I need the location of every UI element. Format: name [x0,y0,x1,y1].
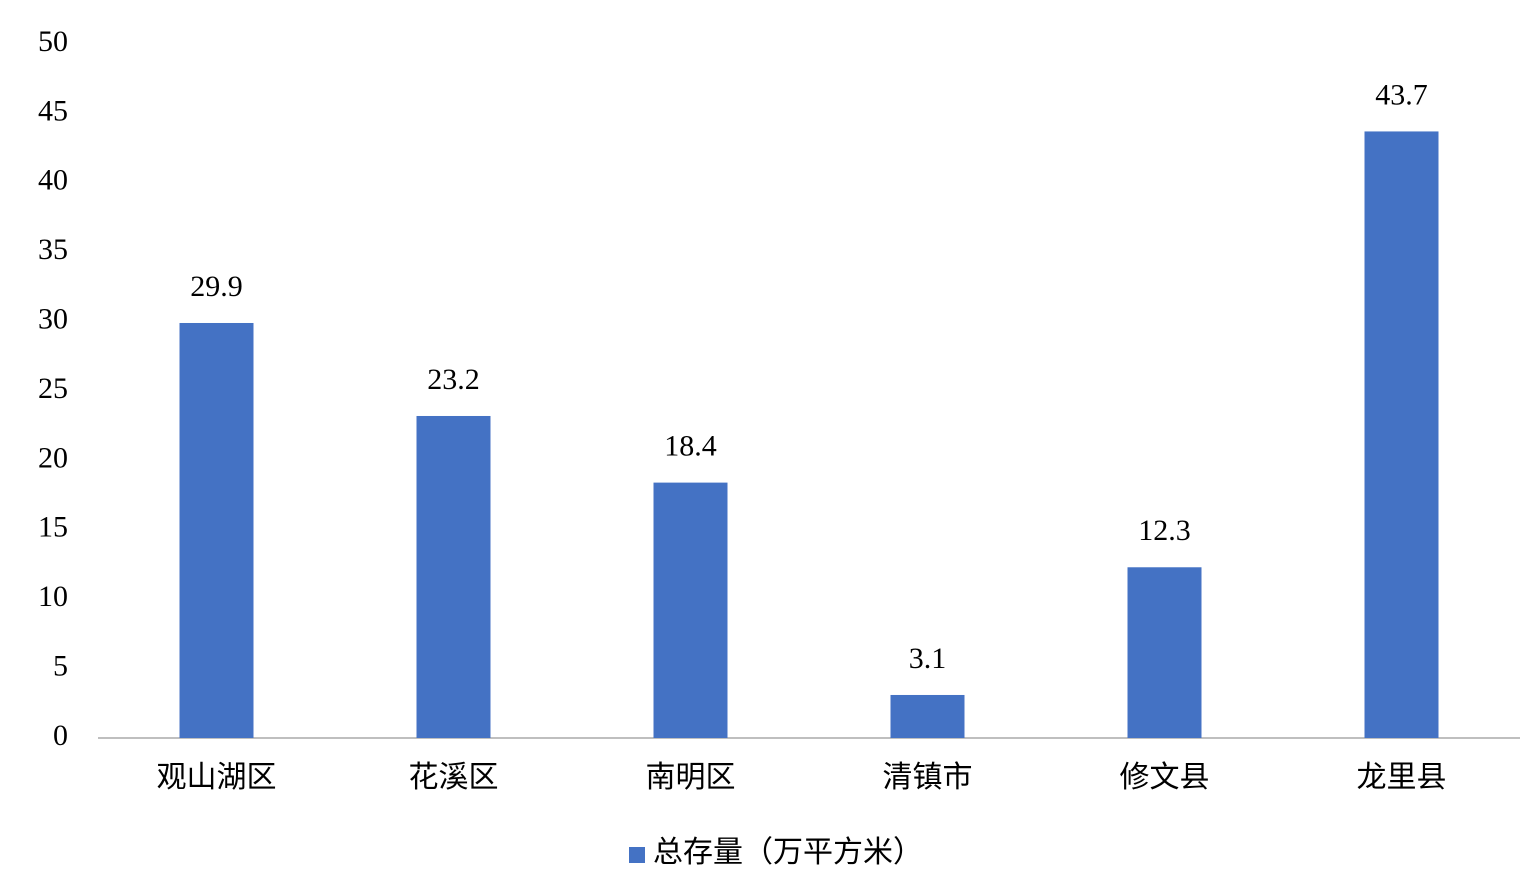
legend-swatch [629,847,645,863]
x-tick-label: 清镇市 [883,761,973,794]
bar [890,694,965,738]
y-tick-label: 45 [38,94,68,127]
data-label: 29.9 [190,270,243,303]
y-tick-label: 20 [38,441,68,474]
y-tick-label: 40 [38,164,68,197]
y-tick-label: 0 [53,719,68,752]
data-label: 18.4 [664,429,717,462]
data-label: 3.1 [909,642,947,675]
x-tick-label: 花溪区 [409,761,499,794]
y-tick-label: 5 [53,649,68,682]
data-label: 43.7 [1375,78,1428,111]
bar [653,482,728,738]
x-tick-label: 南明区 [646,761,736,794]
x-tick-label: 龙里县 [1357,761,1447,794]
y-tick-label: 25 [38,372,68,405]
bar [1364,131,1439,739]
bar [1127,567,1202,738]
data-label: 23.2 [427,363,480,396]
y-tick-label: 35 [38,233,68,266]
bar [416,415,491,738]
bar [179,322,254,738]
y-tick-label: 15 [38,511,68,544]
data-label: 12.3 [1138,514,1191,547]
x-tick-label: 观山湖区 [157,761,277,794]
x-tick-label: 修文县 [1120,761,1210,794]
y-tick-label: 30 [38,302,68,335]
legend-label: 总存量（万平方米） [653,836,923,869]
y-tick-label: 10 [38,580,68,613]
y-tick-label: 50 [38,25,68,58]
